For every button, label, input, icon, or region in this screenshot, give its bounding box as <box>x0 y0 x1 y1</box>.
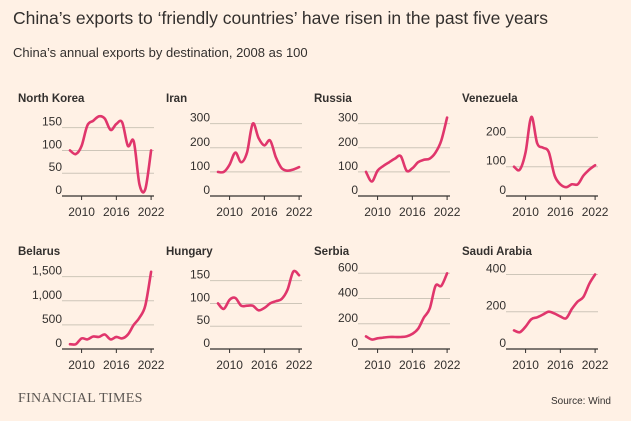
panel-saudi-arabia: Saudi Arabia 0 200 400 2010 2016 2022 <box>462 246 609 372</box>
x-tick-label: 2022 <box>286 205 313 219</box>
y-tick-label: 0 <box>203 336 210 350</box>
y-tick-label: 150 <box>190 268 210 282</box>
y-tick-label: 0 <box>55 183 62 197</box>
x-tick-label: 2022 <box>582 358 609 372</box>
panel-hungary: Hungary 0 50 100 150 2010 2016 2022 <box>166 246 313 372</box>
x-tick-label: 2022 <box>138 205 165 219</box>
y-tick-label: 1,500 <box>32 264 62 278</box>
y-tick-label: 1,000 <box>32 288 62 302</box>
x-tick-label: 2022 <box>286 358 313 372</box>
panel-title: Iran <box>166 93 187 105</box>
x-tick-label: 2010 <box>216 205 243 219</box>
x-tick-label: 2016 <box>103 358 130 372</box>
y-tick-label: 150 <box>42 115 62 129</box>
x-tick-label: 2022 <box>582 205 609 219</box>
series-line-iran <box>216 122 301 174</box>
panel-russia: Russia 0 100 200 300 2010 2016 2022 <box>314 93 461 219</box>
y-tick-label: 200 <box>486 124 506 138</box>
y-tick-label: 300 <box>338 111 358 125</box>
panel-iran: Iran 0 100 200 300 2010 2016 2022 <box>166 93 313 219</box>
x-tick-label: 2016 <box>399 358 426 372</box>
y-tick-label: 50 <box>49 160 63 174</box>
x-tick-label: 2016 <box>103 205 130 219</box>
y-tick-label: 200 <box>338 135 358 149</box>
y-tick-label: 0 <box>499 183 506 197</box>
series-line-hungary <box>216 269 301 312</box>
series-line-serbia <box>364 272 449 341</box>
series-line-saudi-arabia <box>512 273 597 334</box>
y-tick-label: 100 <box>486 154 506 168</box>
y-tick-label: 400 <box>486 261 506 275</box>
panel-serbia: Serbia 0 200 400 600 2010 2016 2022 <box>314 246 461 372</box>
y-tick-label: 500 <box>42 312 62 326</box>
x-tick-label: 2022 <box>434 205 461 219</box>
x-tick-label: 2016 <box>399 205 426 219</box>
series-line-north-korea <box>68 114 153 194</box>
page-title: China’s exports to ‘friendly countries’ … <box>13 8 548 28</box>
y-tick-label: 0 <box>203 183 210 197</box>
y-tick-label: 300 <box>190 111 210 125</box>
panel-title: Belarus <box>18 246 60 258</box>
x-tick-label: 2010 <box>216 358 243 372</box>
x-tick-label: 2010 <box>68 358 95 372</box>
series-line-russia <box>364 116 449 183</box>
y-tick-label: 200 <box>190 135 210 149</box>
y-tick-label: 200 <box>486 299 506 313</box>
x-tick-label: 2010 <box>364 358 391 372</box>
x-tick-label: 2016 <box>547 205 574 219</box>
y-tick-label: 0 <box>351 183 358 197</box>
x-tick-label: 2022 <box>434 358 461 372</box>
x-tick-label: 2022 <box>138 358 165 372</box>
panel-title: Venezuela <box>462 93 518 105</box>
series-line-venezuela <box>512 115 597 189</box>
y-tick-label: 200 <box>338 311 358 325</box>
x-tick-label: 2010 <box>68 205 95 219</box>
y-tick-label: 0 <box>351 336 358 350</box>
panel-venezuela: Venezuela 0 100 200 2010 2016 2022 <box>462 93 609 219</box>
panel-title: Hungary <box>166 246 213 258</box>
y-tick-label: 600 <box>338 260 358 274</box>
x-tick-label: 2016 <box>547 358 574 372</box>
y-tick-label: 400 <box>338 286 358 300</box>
x-tick-label: 2016 <box>251 358 278 372</box>
x-tick-label: 2010 <box>512 205 539 219</box>
x-tick-label: 2010 <box>512 358 539 372</box>
financial-times-logo: FINANCIAL TIMES <box>18 391 143 406</box>
y-tick-label: 0 <box>499 336 506 350</box>
y-tick-label: 50 <box>197 313 211 327</box>
page-subtitle: China’s annual exports by destination, 2… <box>13 45 308 60</box>
x-tick-label: 2016 <box>251 205 278 219</box>
panel-title: North Korea <box>18 93 85 105</box>
y-tick-label: 0 <box>55 336 62 350</box>
panel-north-korea: North Korea 0 50 100 150 2010 2016 2022 <box>18 93 165 219</box>
panel-title: Saudi Arabia <box>462 246 532 258</box>
panel-title: Serbia <box>314 246 350 258</box>
y-tick-label: 100 <box>190 290 210 304</box>
y-tick-label: 100 <box>190 159 210 173</box>
y-tick-label: 100 <box>42 137 62 151</box>
source-note: Source: Wind <box>550 396 611 407</box>
series-line-belarus <box>68 270 153 346</box>
y-tick-label: 100 <box>338 159 358 173</box>
x-tick-label: 2010 <box>364 205 391 219</box>
panel-title: Russia <box>314 93 352 105</box>
panel-belarus: Belarus 0 500 1,000 1,500 2010 2016 2022 <box>18 246 165 372</box>
